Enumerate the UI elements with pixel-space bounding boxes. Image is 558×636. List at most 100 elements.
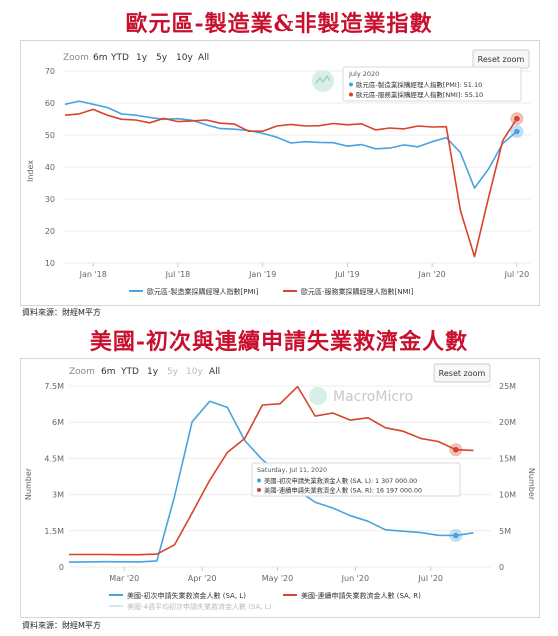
chart1-y-axis-label: Index [26,160,35,182]
chart2-left-y-ticks: 0 1.5M 3M 4.5M 6M 7.5M [44,382,64,572]
macromicro-logo-icon [309,387,327,405]
legend-continuing[interactable]: 美國-連續申請失業救濟金人數 (SA, R) [301,591,421,600]
watermark-text: MacroMicro [333,389,413,405]
chart2-watermark: MacroMicro [309,387,413,405]
y-tick-label: 50 [45,131,55,140]
chart2-left-axis-label: Number [24,467,33,500]
chart1-legend: 歐元區-製造業採購經理人指數[PMI] 歐元區-服務業採購經理人指數[NMI] [129,287,414,296]
zoom-1y-button[interactable]: 1y [136,53,148,63]
highlight-halo [510,112,524,126]
tooltip-date: July 2020 [348,70,379,78]
y-tick-label: 20 [45,227,55,236]
chart2-tooltip: Saturday, Jul 11, 2020 美國-初次申請失業救濟金人數 (S… [251,462,461,497]
highlight-point [452,532,459,539]
chart2-right-axis-label: Number [527,468,536,501]
legend-4wk-average[interactable]: 美國-4週平均初次申請失業救濟金人數 (SA, L) [127,602,272,611]
chart2-legend: 美國-初次申請失業救濟金人數 (SA, L) 美國-連續申請失業救濟金人數 (S… [109,591,421,611]
x-tick-label: Jan '18 [79,270,107,279]
tooltip-nmi-marker [349,92,353,97]
chart2-title: 美國-初次與連續申請失業救濟金人數 [89,329,469,355]
chart2-source: 資料來源：財經M平方 [22,621,101,630]
right-y-tick-label: 10M [499,491,516,500]
x-tick-label: Jun '20 [341,574,369,583]
highlight-halo [449,443,463,457]
y-tick-label: 10 [45,259,55,268]
right-y-tick-label: 0 [499,563,504,572]
chart1-panel: Zoom 6m YTD 1y 5y 10y All Reset zoom 10 2… [20,40,540,306]
tooltip-date: Saturday, Jul 11, 2020 [257,467,327,474]
highlight-point [513,115,520,122]
chart1-x-ticks: Jan '18 Jul '18 Jan '19 Jul '19 Jan '20 Jul '… [79,263,530,279]
zoom-label: Zoom [63,53,89,63]
zoom-ytd-button[interactable]: YTD [120,367,139,377]
y-tick-label: 60 [45,99,55,108]
chart2-x-ticks: Mar '20 Apr '20 May '20 Jun '20 Jul '20 [109,567,443,583]
left-y-tick-label: 0 [59,563,64,572]
highlight-point [513,128,520,135]
chart1-series [64,100,524,258]
highlight-halo [510,124,524,138]
chart1-y-ticks: 10 20 30 40 50 60 70 [45,67,55,268]
zoom-6m-button[interactable]: 6m [101,367,116,377]
chart2-svg: Zoom 6m YTD 1y 5y 10y All Reset zoom Mac… [24,363,536,611]
tooltip-initial-line: 美國-初次申請失業救濟金人數 (SA, L): 1 307 000.00 [264,476,417,485]
x-tick-label: Mar '20 [109,574,139,583]
right-y-tick-label: 25M [499,382,516,391]
left-y-tick-label: 1.5M [44,527,64,536]
y-tick-label: 30 [45,195,55,204]
legend-initial[interactable]: 美國-初次申請失業救濟金人數 (SA, L) [127,591,246,600]
macromicro-logo-icon [312,70,334,92]
chart2-panel: Zoom 6m YTD 1y 5y 10y All Reset zoom Mac… [20,358,540,618]
reset-zoom-button[interactable]: Reset zoom [472,49,530,69]
chart1-zoom-bar: Zoom 6m YTD 1y 5y 10y All [63,53,209,63]
chart2-right-y-ticks: 0 5M 10M 15M 20M 25M [499,382,516,572]
reset-zoom-label: Reset zoom [478,55,525,64]
zoom-5y-button[interactable]: 5y [156,53,168,63]
chart1-svg: Zoom 6m YTD 1y 5y 10y All Reset zoom 10 2… [26,49,531,296]
zoom-10y-button[interactable]: 10y [176,53,193,63]
zoom-1y-button[interactable]: 1y [147,367,159,377]
left-y-tick-label: 3M [52,491,64,500]
series-line-nmi[interactable] [64,108,518,258]
zoom-all-button[interactable]: All [198,53,209,63]
x-tick-label: Jul '20 [417,574,443,583]
y-tick-label: 70 [45,67,55,76]
reset-zoom-button[interactable]: Reset zoom [433,363,491,383]
zoom-5y-button[interactable]: 5y [167,367,179,377]
tooltip-initial-marker [257,478,261,483]
zoom-6m-button[interactable]: 6m [93,53,108,63]
x-tick-label: Apr '20 [188,574,217,583]
legend-nmi[interactable]: 歐元區-服務業採購經理人指數[NMI] [301,287,414,296]
x-tick-label: Jul '18 [165,270,191,279]
x-tick-label: Jul '19 [334,270,360,279]
zoom-label: Zoom [69,367,95,377]
chart1-title: 歐元區-製造業&非製造業指數 [125,11,433,37]
highlight-point [452,446,459,453]
reset-zoom-label: Reset zoom [439,369,486,378]
y-tick-label: 40 [45,163,55,172]
left-y-tick-label: 7.5M [44,382,64,391]
tooltip-continuing-marker [257,488,261,492]
x-tick-label: Jul '20 [504,270,530,279]
right-y-tick-label: 5M [499,527,511,536]
highlight-halo [449,528,463,542]
series-line-continuing-claims[interactable] [69,385,474,556]
zoom-10y-button[interactable]: 10y [186,367,203,377]
legend-pmi[interactable]: 歐元區-製造業採購經理人指數[PMI] [147,287,259,296]
x-tick-label: Jan '19 [248,270,276,279]
tooltip-continuing-line: 美國-連續申請失業救濟金人數 (SA, R): 16 197 000.00 [264,486,422,495]
zoom-ytd-button[interactable]: YTD [110,53,129,63]
x-tick-label: May '20 [262,574,293,583]
chart2-zoom-bar: Zoom 6m YTD 1y 5y 10y All [69,367,220,377]
x-tick-label: Jan '20 [418,270,446,279]
left-y-tick-label: 6M [52,418,64,427]
chart1-tooltip: July 2020 歐元區-製造業採購經理人指數[PMI]: 51.10 歐元區… [342,66,522,102]
chart1-source: 資料來源：財經M平方 [22,308,101,317]
tooltip-nmi-line: 歐元區-服務業採購經理人指數[NMI]: 55.10 [356,90,483,99]
left-y-tick-label: 4.5M [44,454,64,463]
tooltip-pmi-line: 歐元區-製造業採購經理人指數[PMI]: 51.10 [356,80,482,89]
right-y-tick-label: 20M [499,418,516,427]
right-y-tick-label: 15M [499,454,516,463]
zoom-all-button[interactable]: All [209,367,220,377]
series-line-pmi[interactable] [64,100,518,189]
